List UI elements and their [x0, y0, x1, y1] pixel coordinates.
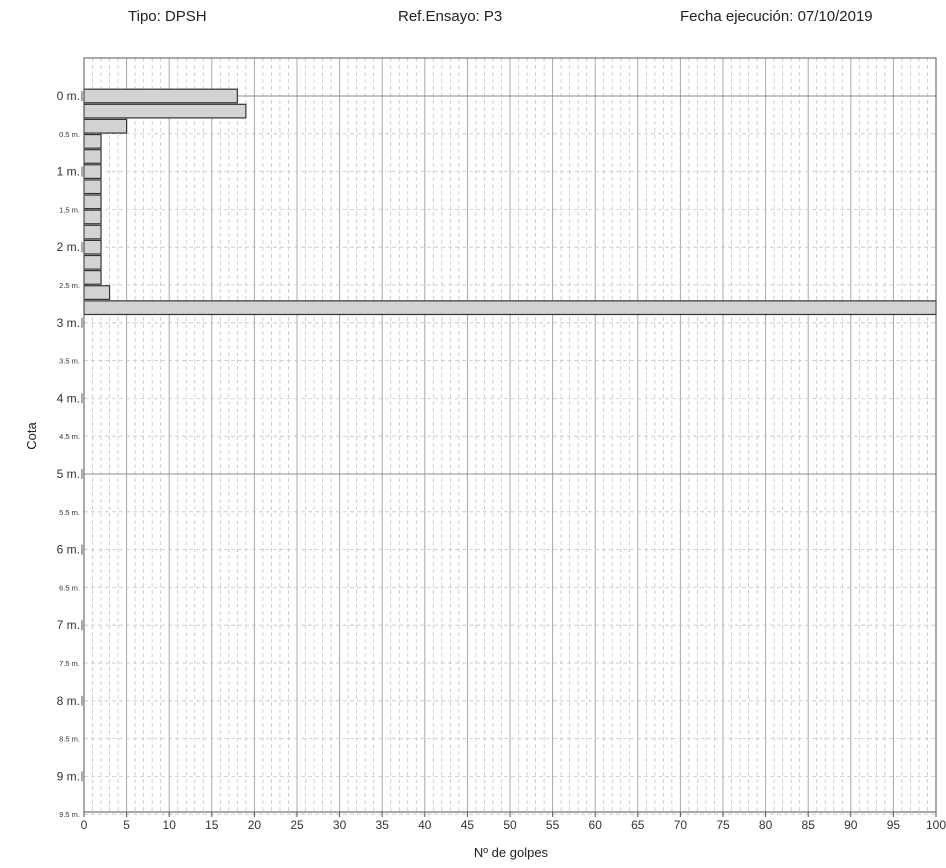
y-tick-label-major: 9 m. — [57, 769, 80, 783]
header-tipo: Tipo: DPSH — [128, 8, 207, 25]
x-tick-label: 35 — [376, 818, 390, 832]
x-tick-label: 50 — [503, 818, 517, 832]
y-tick-label-major: 2 m. — [57, 240, 80, 254]
y-tick-label-major: 3 m. — [57, 316, 80, 330]
x-tick-label: 100 — [926, 818, 946, 832]
bar — [83, 270, 102, 285]
x-axis-label: Nº de golpes — [474, 845, 549, 860]
header-fecha: Fecha ejecución: 07/10/2019 — [680, 8, 873, 25]
x-tick-label: 75 — [716, 818, 730, 832]
bar — [83, 133, 102, 149]
y-tick-label-minor: 0.5 m. — [59, 130, 80, 139]
bar — [83, 88, 238, 104]
x-tick-label: 45 — [461, 818, 475, 832]
y-tick-label-minor: 2.5 m. — [59, 281, 80, 290]
x-tick-label: 70 — [674, 818, 688, 832]
x-tick-label: 90 — [844, 818, 858, 832]
y-tick-label-minor: 7.5 m. — [59, 659, 80, 668]
x-tick-label: 85 — [802, 818, 816, 832]
x-tick-label: 40 — [418, 818, 432, 832]
x-tick-label: 10 — [163, 818, 177, 832]
header-ref-ensayo: Ref.Ensayo: P3 — [398, 8, 503, 25]
y-axis-label: Cota — [24, 422, 39, 450]
x-tick-label: 25 — [290, 818, 304, 832]
bar — [83, 149, 102, 164]
x-tick-label: 80 — [759, 818, 773, 832]
bar — [83, 239, 102, 255]
y-tick-label-major: 8 m. — [57, 694, 80, 708]
bars — [83, 88, 937, 316]
y-tick-label-minor: 5.5 m. — [59, 508, 80, 517]
y-tick-label-minor: 9.5 m. — [59, 810, 80, 819]
bar — [83, 300, 937, 316]
x-tick-label: 55 — [546, 818, 560, 832]
x-tick-label: 30 — [333, 818, 347, 832]
bar — [83, 209, 102, 225]
bar — [83, 254, 102, 270]
x-tick-label: 65 — [631, 818, 645, 832]
bar — [83, 164, 102, 180]
axes: 0 5 10 15 20 25 30 35 40 45 50 55 60 65 70 75 80 85 90 95 10… — [57, 57, 946, 832]
x-tick-label: 95 — [887, 818, 901, 832]
y-tick-label-minor: 6.5 m. — [59, 583, 80, 592]
y-tick-label-major: 5 m. — [57, 467, 80, 481]
y-tick-label-minor: 3.5 m. — [59, 357, 80, 366]
bar — [83, 224, 102, 240]
y-tick-label-minor: 8.5 m. — [59, 735, 80, 744]
y-tick-label-major: 7 m. — [57, 618, 80, 632]
x-tick-label: 5 — [123, 818, 130, 832]
y-tick-label-minor: 4.5 m. — [59, 432, 80, 441]
y-tick-label-major: 4 m. — [57, 391, 80, 405]
bar — [83, 118, 128, 134]
y-tick-label-major: 6 m. — [57, 543, 80, 557]
y-tick-label-major: 0 m. — [57, 89, 80, 103]
y-tick-label-major: 1 m. — [57, 165, 80, 179]
grid — [84, 58, 936, 815]
x-tick-label: 60 — [589, 818, 603, 832]
x-tick-label: 20 — [248, 818, 262, 832]
bar — [83, 179, 102, 195]
x-tick-label: 15 — [205, 818, 219, 832]
x-tick-label: 0 — [81, 818, 88, 832]
bar — [83, 103, 247, 119]
y-tick-label-minor: 1.5 m. — [59, 205, 80, 214]
bar — [83, 194, 102, 210]
bar — [83, 285, 111, 300]
